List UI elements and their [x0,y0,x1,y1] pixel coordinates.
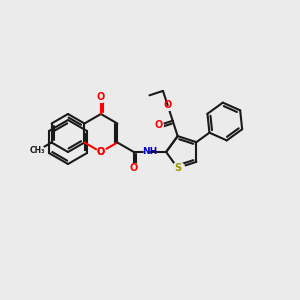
Text: O: O [154,120,162,130]
Text: S: S [174,163,181,173]
Text: O: O [97,147,105,157]
Text: O: O [97,92,105,102]
Text: NH: NH [142,148,158,157]
Text: O: O [97,147,105,157]
Text: O: O [130,163,138,173]
Text: O: O [164,100,172,110]
Text: CH₃: CH₃ [30,146,45,155]
